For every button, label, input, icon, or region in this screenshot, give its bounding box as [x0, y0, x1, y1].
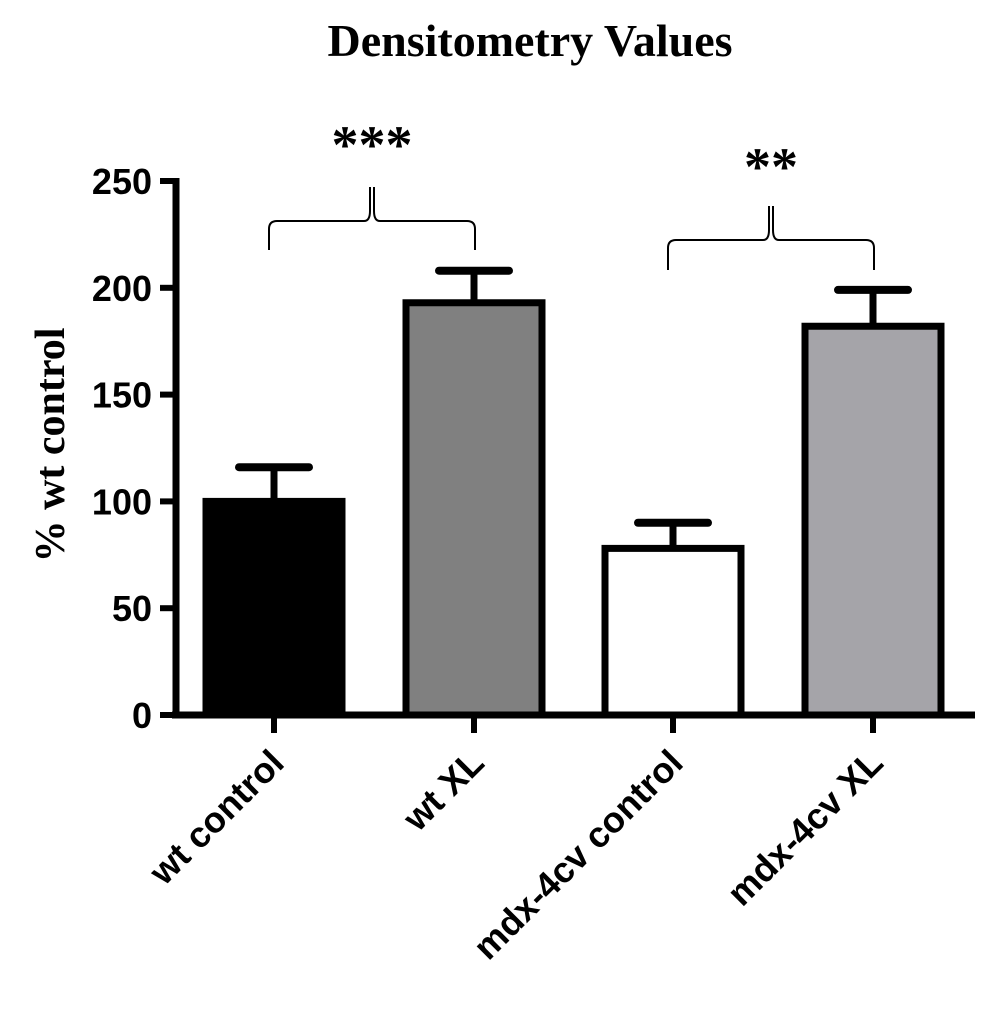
- y-tick-label-200: 200: [92, 268, 152, 309]
- significance-bracket-1: [268, 187, 476, 250]
- significance-bracket-2: [667, 206, 875, 270]
- bar-4: [801, 322, 945, 719]
- x-category-label-3: mdx-4cv control: [465, 742, 691, 968]
- significance-label-1: ***: [332, 115, 413, 175]
- bar-3: [601, 544, 745, 719]
- y-ticks-group: 0 50 100 150 200 250: [92, 161, 176, 736]
- significance-group: *** **: [268, 115, 875, 270]
- chart-title: Densitometry Values: [327, 15, 732, 66]
- y-tick-label-50: 50: [112, 588, 152, 629]
- error-bars-group: [235, 266, 912, 549]
- bars-group: [202, 299, 945, 719]
- y-axis-label: % wt control: [28, 328, 74, 563]
- y-tick-label-0: 0: [132, 695, 152, 736]
- y-tick-label-100: 100: [92, 481, 152, 522]
- y-tick-label-150: 150: [92, 375, 152, 416]
- significance-label-2: **: [744, 137, 798, 197]
- axes-group: [172, 178, 975, 719]
- y-tick-label-250: 250: [92, 161, 152, 202]
- bar-2: [402, 299, 546, 719]
- bar-1: [202, 497, 346, 719]
- x-category-label-4: mdx-4cv XL: [719, 742, 891, 914]
- x-category-label-2: wt XL: [394, 742, 492, 840]
- x-category-label-1: wt control: [140, 742, 291, 893]
